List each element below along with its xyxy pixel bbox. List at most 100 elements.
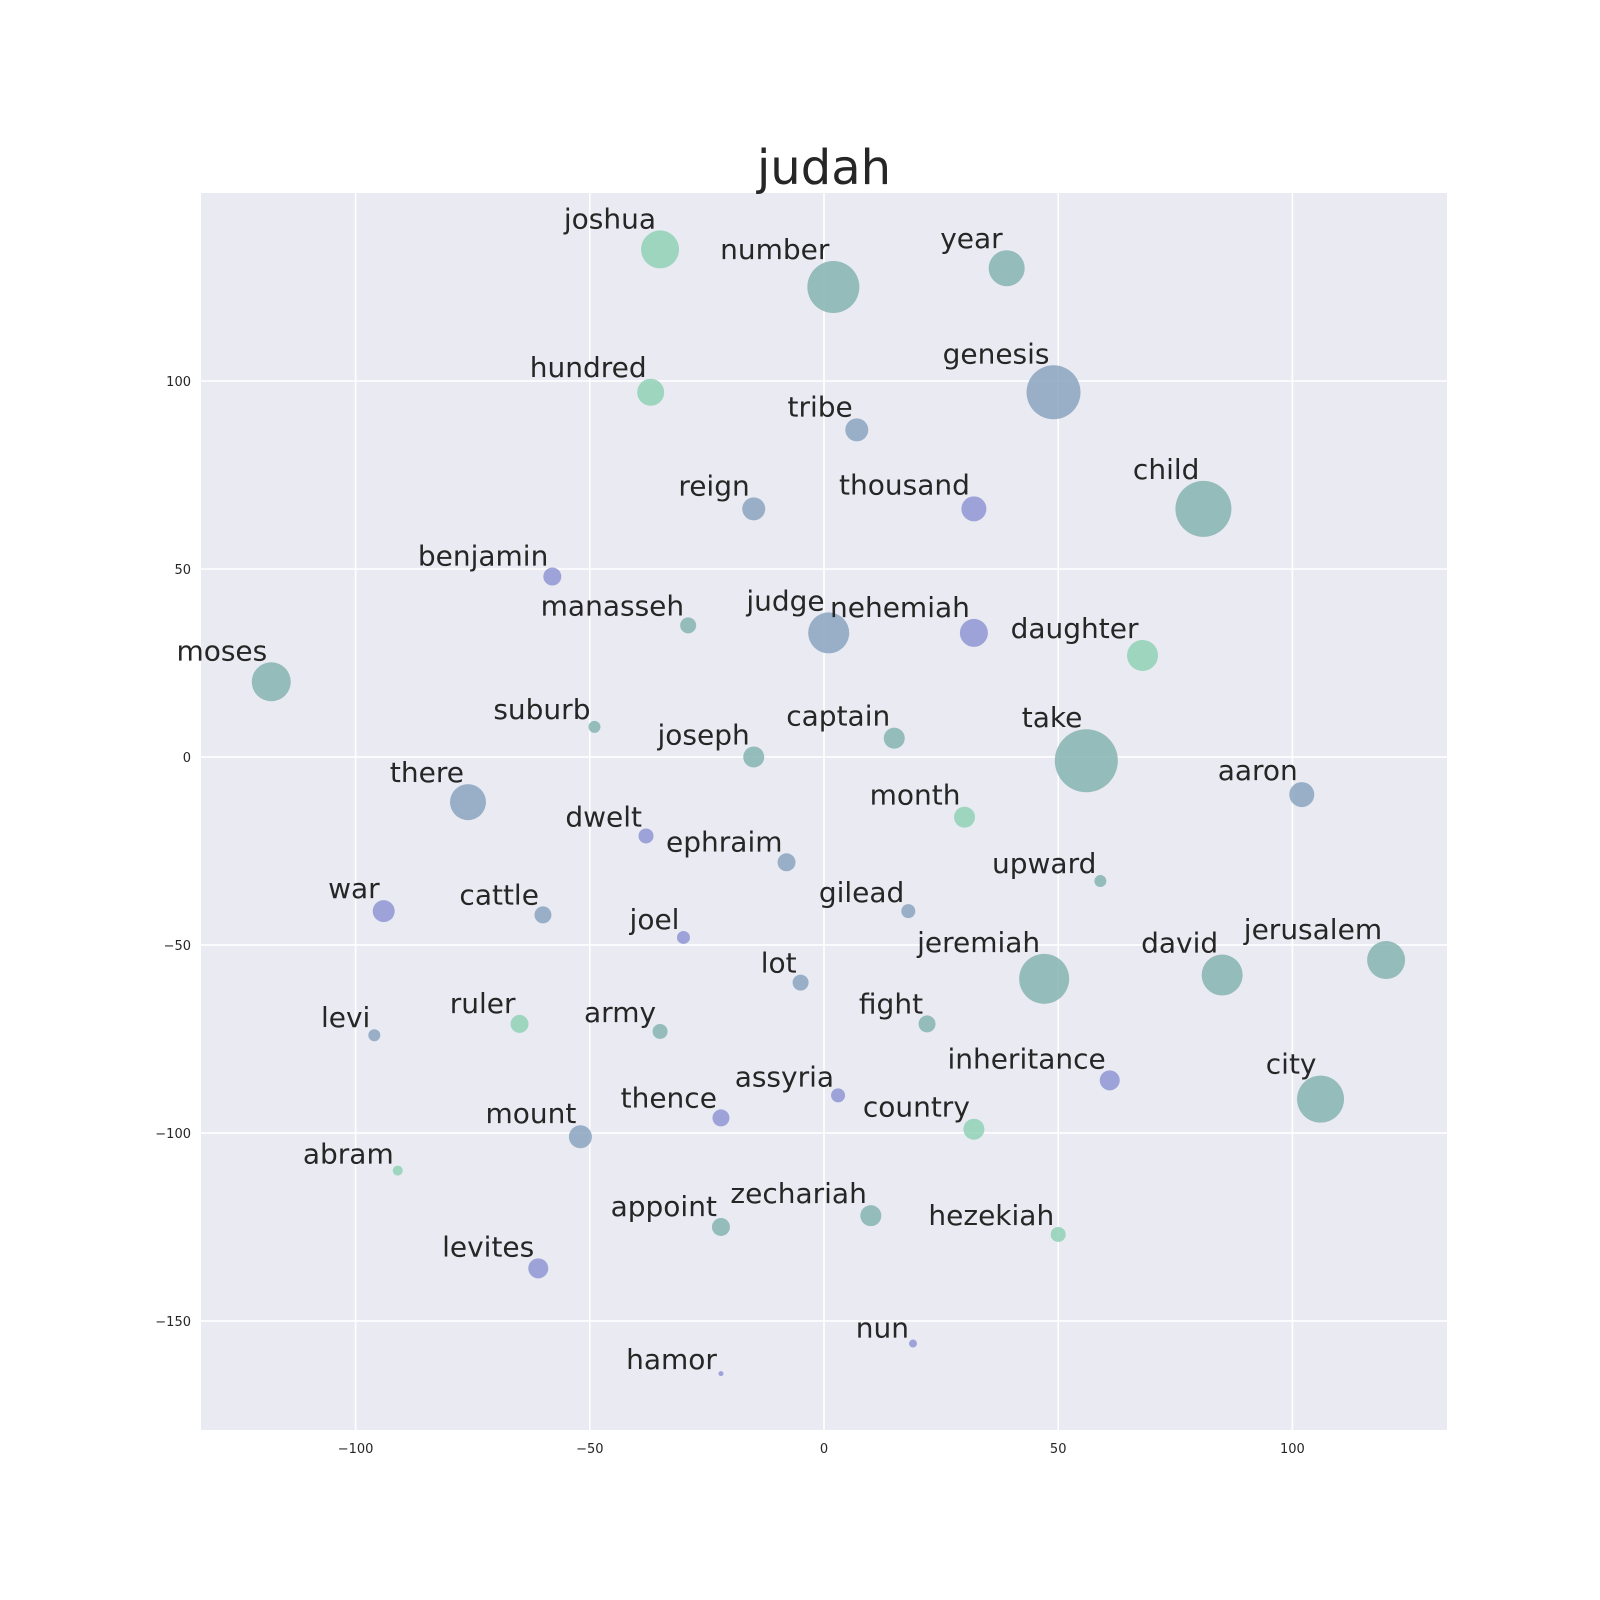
point-levi <box>368 1029 381 1042</box>
point-dwelt <box>638 828 654 844</box>
point-jeremiah <box>1019 953 1070 1004</box>
point-fight <box>918 1015 936 1033</box>
y-tick-label: −50 <box>164 939 191 954</box>
point-label-month: month <box>870 779 961 812</box>
point-label-nun: nun <box>856 1312 909 1345</box>
data-points <box>251 230 1406 1377</box>
point-city <box>1297 1075 1345 1123</box>
y-tick-label: 50 <box>174 563 191 578</box>
x-tick-label: 100 <box>1280 1442 1305 1457</box>
x-tick-label: 0 <box>820 1442 828 1457</box>
point-label-joshua: joshua <box>563 202 656 235</box>
point-label-hezekiah: hezekiah <box>928 1199 1054 1232</box>
point-number <box>807 260 860 313</box>
point-label-ephraim: ephraim <box>666 825 782 858</box>
point-year <box>988 250 1025 287</box>
point-label-army: army <box>584 996 656 1029</box>
point-label-appoint: appoint <box>611 1190 717 1223</box>
point-take <box>1054 729 1118 793</box>
point-thousand <box>961 496 987 522</box>
point-country <box>963 1118 985 1140</box>
point-hamor <box>718 1371 724 1377</box>
point-gilead <box>901 904 916 919</box>
point-month <box>954 806 976 828</box>
point-zechariah <box>860 1205 882 1227</box>
point-label-nehemiah: nehemiah <box>830 591 970 624</box>
point-jerusalem <box>1367 941 1406 980</box>
point-upward <box>1094 875 1107 888</box>
point-ephraim <box>777 853 796 872</box>
y-tick-label: −150 <box>155 1315 191 1330</box>
point-appoint <box>711 1217 730 1236</box>
point-label-fight: fight <box>859 987 923 1020</box>
point-thence <box>712 1109 730 1127</box>
y-tick-label: −100 <box>155 1127 191 1142</box>
point-label-country: country <box>863 1091 970 1124</box>
point-label-there: there <box>390 756 464 789</box>
point-label-david: david <box>1141 927 1218 960</box>
point-label-number: number <box>720 233 830 266</box>
point-label-reign: reign <box>678 469 749 502</box>
point-label-lot: lot <box>761 947 797 980</box>
point-reign <box>742 497 766 521</box>
point-benjamin <box>543 567 562 586</box>
point-label-year: year <box>940 222 1003 255</box>
point-cattle <box>534 906 552 924</box>
point-label-manasseh: manasseh <box>541 589 685 622</box>
point-daughter <box>1127 639 1159 671</box>
point-child <box>1175 480 1232 537</box>
point-label-thousand: thousand <box>839 468 970 501</box>
point-labels: joshua number year hundred genesis tribe reign… <box>176 202 1382 1376</box>
point-label-thence: thence <box>621 1081 717 1114</box>
point-label-joseph: joseph <box>656 718 749 751</box>
point-label-hamor: hamor <box>626 1343 717 1376</box>
point-label-ruler: ruler <box>450 987 516 1020</box>
point-assyria <box>831 1088 846 1103</box>
point-judge <box>808 612 850 654</box>
point-label-inheritance: inheritance <box>947 1042 1105 1075</box>
point-label-abram: abram <box>303 1138 394 1171</box>
point-label-jeremiah: jeremiah <box>916 926 1040 959</box>
point-manasseh <box>680 617 697 634</box>
point-there <box>450 784 486 821</box>
point-label-assyria: assyria <box>735 1060 834 1093</box>
point-joseph <box>743 746 765 768</box>
point-ruler <box>510 1014 529 1033</box>
point-label-benjamin: benjamin <box>418 540 548 573</box>
point-david <box>1201 954 1243 996</box>
point-label-war: war <box>328 872 380 905</box>
point-label-genesis: genesis <box>943 337 1050 370</box>
point-genesis <box>1026 365 1081 420</box>
point-joel <box>676 930 690 944</box>
point-label-judge: judge <box>745 584 824 617</box>
point-label-joel: joel <box>629 903 680 936</box>
tick-labels: −100 −50 0 50 100 100 50 0 −50 −100 −150 <box>155 375 1305 1457</box>
point-nun <box>909 1339 917 1348</box>
point-label-moses: moses <box>176 634 267 667</box>
point-label-hundred: hundred <box>530 351 647 384</box>
point-label-tribe: tribe <box>788 390 853 423</box>
point-suburb <box>588 720 601 733</box>
point-label-jerusalem: jerusalem <box>1243 913 1382 946</box>
point-label-daughter: daughter <box>1011 612 1139 645</box>
point-nehemiah <box>959 618 988 647</box>
point-lot <box>792 974 809 991</box>
point-mount <box>568 1125 592 1149</box>
point-label-upward: upward <box>992 847 1096 880</box>
point-hezekiah <box>1050 1226 1066 1242</box>
point-label-cattle: cattle <box>459 878 539 911</box>
point-war <box>372 900 395 923</box>
point-hundred <box>637 378 665 406</box>
point-label-suburb: suburb <box>493 693 590 726</box>
point-label-aaron: aaron <box>1218 754 1298 787</box>
point-label-mount: mount <box>486 1097 577 1130</box>
chart-title: judah <box>756 140 891 196</box>
point-captain <box>883 727 905 749</box>
point-levites <box>528 1258 549 1279</box>
point-label-zechariah: zechariah <box>730 1177 866 1210</box>
point-moses <box>251 662 291 702</box>
point-label-levites: levites <box>442 1230 534 1263</box>
point-abram <box>392 1165 403 1176</box>
x-tick-label: −50 <box>576 1442 603 1457</box>
